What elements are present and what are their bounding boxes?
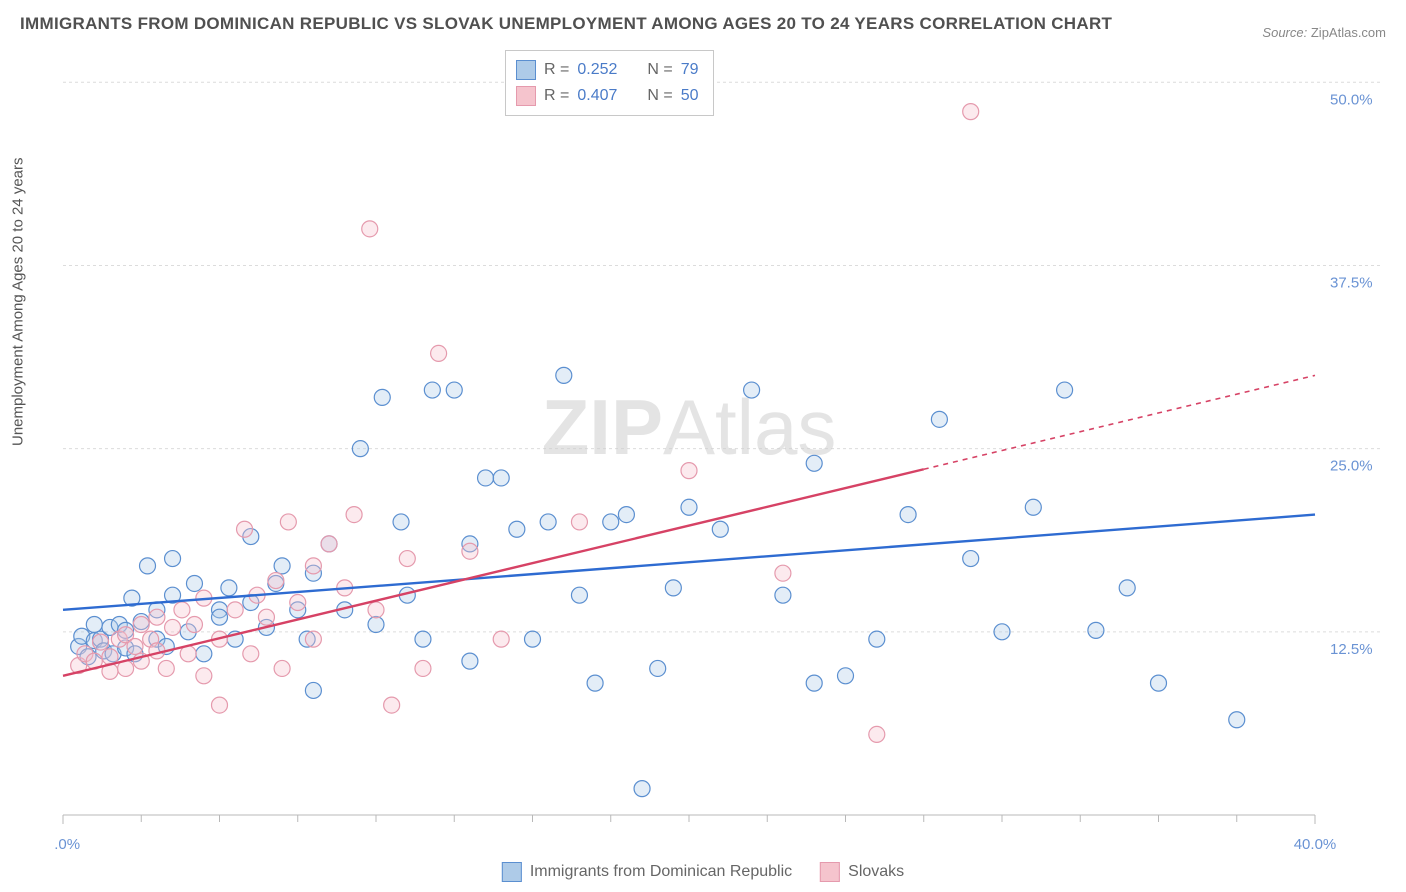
bottom-legend: Immigrants from Dominican Republic Slovak… xyxy=(502,862,904,882)
r-label: R = xyxy=(544,87,569,105)
svg-text:40.0%: 40.0% xyxy=(1294,836,1337,853)
n-label: N = xyxy=(647,87,672,105)
n-value: 50 xyxy=(681,87,699,105)
legend-label: Immigrants from Dominican Republic xyxy=(530,863,792,881)
source-credit: Source: ZipAtlas.com xyxy=(1262,25,1386,40)
svg-text:37.5%: 37.5% xyxy=(1330,274,1373,291)
bottom-legend-item: Immigrants from Dominican Republic xyxy=(502,862,792,882)
correlation-row: R = 0.407 N = 50 xyxy=(516,83,699,109)
n-value: 79 xyxy=(681,61,699,79)
bottom-legend-item: Slovaks xyxy=(820,862,904,882)
source-value: ZipAtlas.com xyxy=(1311,25,1386,40)
r-value: 0.407 xyxy=(577,87,617,105)
svg-text:25.0%: 25.0% xyxy=(1330,458,1373,475)
n-label: N = xyxy=(647,61,672,79)
correlation-legend-box: R = 0.252 N = 79 R = 0.407 N = 50 xyxy=(505,50,714,116)
chart-area: 12.5% 25.0% 37.5% 50.0% ZIPAtlas 0.0% 40.0% xyxy=(55,45,1396,852)
source-label: Source: xyxy=(1262,25,1307,40)
legend-swatch xyxy=(820,862,840,882)
scatter-plot-svg: 12.5% 25.0% 37.5% 50.0% ZIPAtlas 0.0% 40.0% xyxy=(55,45,1395,865)
correlation-row: R = 0.252 N = 79 xyxy=(516,57,699,83)
svg-text:0.0%: 0.0% xyxy=(55,836,80,853)
y-axis-label: Unemployment Among Ages 20 to 24 years xyxy=(10,157,27,446)
r-value: 0.252 xyxy=(577,61,617,79)
svg-text:12.5%: 12.5% xyxy=(1330,641,1373,658)
svg-text:50.0%: 50.0% xyxy=(1330,91,1373,108)
legend-swatch xyxy=(516,86,536,106)
legend-label: Slovaks xyxy=(848,863,904,881)
legend-swatch xyxy=(516,60,536,80)
legend-swatch xyxy=(502,862,522,882)
svg-text:ZIPAtlas: ZIPAtlas xyxy=(542,383,837,471)
chart-title: IMMIGRANTS FROM DOMINICAN REPUBLIC VS SL… xyxy=(20,14,1112,34)
r-label: R = xyxy=(544,61,569,79)
